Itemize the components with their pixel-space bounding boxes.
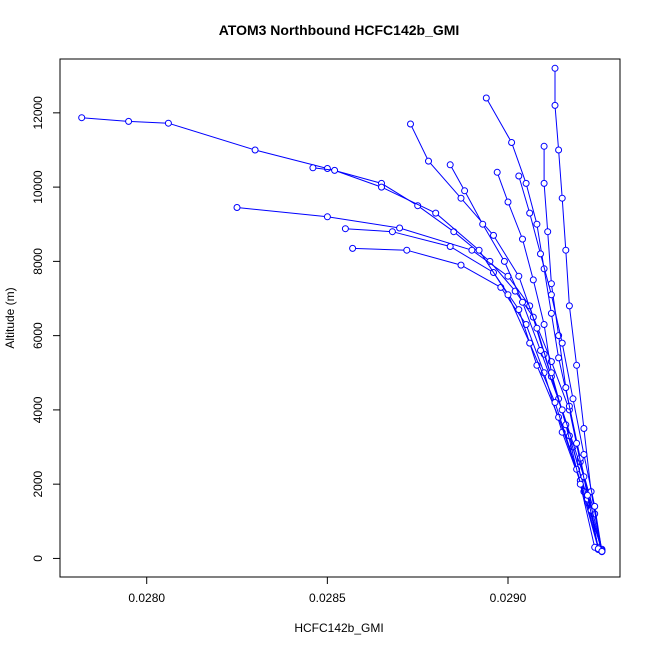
- data-point: [78, 114, 86, 122]
- data-point: [533, 220, 541, 228]
- data-point: [475, 246, 483, 254]
- series-12: [515, 172, 606, 555]
- data-point: [558, 406, 566, 414]
- data-point: [515, 272, 523, 280]
- data-layer: [78, 64, 606, 556]
- data-point: [504, 198, 512, 206]
- data-point: [547, 309, 555, 317]
- data-point: [396, 224, 404, 232]
- data-point: [540, 179, 548, 187]
- axes-layer: 0.0280 0.0285 0.0290 0 2000 4000 6000 8000 10000…: [31, 96, 527, 605]
- series-line: [312, 167, 599, 549]
- x-tick-label: 0.0280: [128, 591, 165, 605]
- data-point: [388, 228, 396, 236]
- data-point: [164, 119, 172, 127]
- data-point: [490, 231, 497, 239]
- data-point: [537, 347, 544, 354]
- data-point: [555, 146, 563, 154]
- series-8: [551, 64, 606, 555]
- data-point: [482, 94, 490, 102]
- x-tick-label: 0.0290: [490, 591, 527, 605]
- data-point: [522, 179, 530, 187]
- data-point: [446, 161, 454, 169]
- data-point: [500, 257, 508, 265]
- data-point: [515, 306, 523, 314]
- data-point: [378, 183, 385, 191]
- data-point: [461, 187, 469, 195]
- data-point: [349, 244, 357, 252]
- data-point: [323, 213, 331, 221]
- data-point: [558, 339, 566, 347]
- data-point: [580, 425, 588, 432]
- data-point: [341, 225, 349, 233]
- x-axis-label: HCFC142b_GMI: [294, 621, 383, 635]
- data-point: [569, 395, 577, 403]
- data-point: [598, 547, 606, 555]
- series-9: [493, 168, 599, 551]
- data-point: [493, 168, 501, 176]
- chart-title: ATOM3 Northbound HCFC142b_GMI: [219, 22, 460, 38]
- data-point: [537, 250, 544, 258]
- data-point: [450, 228, 458, 236]
- data-point: [526, 209, 534, 217]
- data-point: [403, 246, 411, 254]
- data-point: [540, 142, 548, 150]
- y-tick-label: 6000: [31, 322, 45, 349]
- data-point: [551, 399, 559, 406]
- data-point: [407, 120, 414, 128]
- data-point: [580, 451, 588, 458]
- data-point: [540, 321, 548, 328]
- data-point: [519, 298, 526, 306]
- series-line: [554, 68, 603, 552]
- data-point: [446, 243, 454, 250]
- data-point: [584, 491, 591, 499]
- data-point: [515, 172, 523, 180]
- data-point: [125, 117, 133, 125]
- y-tick-label: 12000: [31, 96, 45, 130]
- data-point: [576, 480, 584, 488]
- y-tick-label: 2000: [31, 470, 45, 497]
- data-point: [533, 324, 541, 332]
- data-point: [457, 194, 465, 202]
- series-line: [410, 123, 603, 552]
- data-point: [591, 502, 599, 510]
- data-point: [519, 235, 526, 243]
- data-point: [323, 165, 331, 172]
- data-point: [468, 246, 476, 254]
- data-point: [331, 166, 339, 174]
- x-tick-label: 0.0285: [309, 591, 346, 605]
- data-point: [544, 228, 552, 236]
- data-point: [555, 354, 563, 362]
- data-point: [562, 384, 570, 392]
- data-point: [562, 246, 570, 254]
- y-tick-label: 10000: [31, 170, 45, 204]
- data-point: [573, 361, 581, 369]
- data-point: [573, 439, 581, 447]
- data-point: [529, 276, 537, 284]
- data-point: [425, 157, 432, 165]
- data-point: [251, 146, 259, 154]
- data-point: [508, 139, 516, 146]
- y-tick-label: 0: [31, 555, 45, 562]
- data-point: [309, 164, 317, 172]
- data-point: [479, 220, 487, 228]
- data-point: [504, 291, 512, 299]
- data-point: [551, 64, 559, 72]
- data-point: [558, 194, 566, 202]
- y-tick-label: 4000: [31, 396, 45, 423]
- data-point: [565, 302, 573, 310]
- data-point: [526, 339, 534, 347]
- data-point: [233, 204, 241, 211]
- data-point: [547, 291, 555, 299]
- y-axis-label: Altitude (m): [3, 287, 17, 348]
- data-point: [551, 101, 559, 109]
- series-11: [540, 142, 602, 553]
- data-point: [457, 261, 465, 269]
- plot-frame: [59, 58, 621, 578]
- data-point: [432, 209, 440, 217]
- y-tick-label: 8000: [31, 248, 45, 275]
